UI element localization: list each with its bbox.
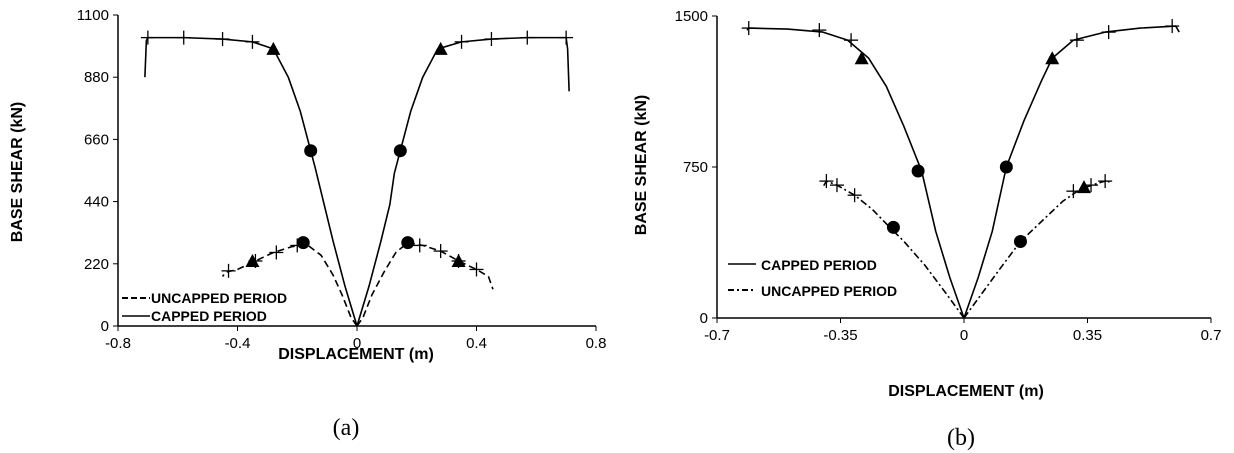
x-tick-label: -0.35 — [823, 327, 857, 344]
uncapped-period-cross-marker — [469, 262, 484, 277]
uncapped-period-circle-marker — [886, 220, 900, 234]
capped-period-triangle-marker — [433, 41, 448, 55]
capped-period-cross-marker — [1101, 25, 1116, 40]
chart-b-legend-uncapped: UNCAPPED PERIOD — [761, 283, 897, 299]
chart-a-series — [140, 30, 574, 327]
capped-period-cross-marker — [484, 32, 499, 47]
capped-period-line-left — [144, 36, 358, 327]
y-tick-label: 1500 — [675, 8, 708, 25]
capped-period-cross-marker — [520, 30, 535, 45]
y-tick-label: 660 — [84, 131, 109, 148]
chart-a-legend: UNCAPPED PERIOD CAPPED PERIOD — [122, 290, 287, 324]
uncapped-period-cross-marker — [1098, 174, 1113, 189]
uncapped-period-cross-marker — [269, 245, 284, 260]
chart-b-x-axis-label: DISPLACEMENT (m) — [888, 383, 1044, 400]
x-tick-label: 0 — [353, 335, 361, 352]
x-tick-label: -0.7 — [704, 327, 730, 344]
capped-period-cross-marker — [844, 33, 859, 48]
capped-period-triangle-marker — [1045, 51, 1060, 65]
uncapped-period-cross-marker — [819, 174, 834, 189]
x-tick-label: 0 — [960, 327, 968, 344]
capped-period-line-left — [746, 27, 965, 319]
capped-period-cross-marker — [245, 34, 260, 49]
y-tick-label: 0 — [700, 310, 708, 327]
uncapped-period-circle-marker — [401, 236, 415, 250]
capped-period-circle-marker — [911, 164, 925, 178]
capped-period-line-right — [963, 25, 1180, 319]
y-tick-label: 880 — [84, 69, 109, 86]
chart-a-legend-capped: CAPPED PERIOD — [151, 308, 267, 324]
chart-b: -0.7 -0.35 0 0.35 0.7 0 750 1500 DISPLACEMENT (… — [633, 8, 1221, 451]
chart-a-caption: (a) — [333, 415, 360, 441]
chart-b-legend: CAPPED PERIOD UNCAPPED PERIOD — [728, 257, 897, 299]
capped-period-cross-marker — [215, 32, 230, 47]
x-tick-label: 0.7 — [1201, 327, 1222, 344]
x-tick-label: 0.8 — [586, 335, 607, 352]
uncapped-period-cross-marker — [221, 263, 236, 278]
y-tick-label: 220 — [84, 256, 109, 273]
capped-period-cross-marker — [1069, 33, 1084, 48]
chart-b-caption: (b) — [947, 425, 975, 451]
capped-period-triangle-marker — [266, 41, 281, 55]
uncapped-period-circle-marker — [1013, 234, 1027, 248]
chart-a-x-axis-label: DISPLACEMENT (m) — [278, 346, 434, 363]
capped-period-triangle-marker — [854, 51, 869, 65]
capped-period-cross-marker — [454, 34, 469, 49]
uncapped-period-triangle-marker — [1076, 180, 1091, 194]
uncapped-period-cross-marker — [412, 238, 427, 253]
chart-a-legend-uncapped: UNCAPPED PERIOD — [151, 290, 287, 306]
capped-period-line-right — [356, 36, 570, 327]
chart-b-legend-capped: CAPPED PERIOD — [761, 257, 877, 273]
uncapped-period-triangle-marker — [245, 253, 260, 267]
uncapped-period-cross-marker — [433, 244, 448, 259]
capped-period-cross-marker — [140, 30, 155, 45]
uncapped-period-line-right — [963, 179, 1110, 319]
capped-period-cross-marker — [559, 30, 574, 45]
x-tick-label: -0.8 — [105, 335, 131, 352]
uncapped-period-cross-marker — [829, 178, 844, 193]
chart-a-y-axis-label: BASE SHEAR (kN) — [9, 102, 26, 242]
capped-period-circle-marker — [393, 144, 407, 158]
chart-b-ticks: -0.7 -0.35 0 0.35 0.7 0 750 1500 — [675, 8, 1222, 344]
capped-period-cross-marker — [1165, 19, 1180, 34]
y-tick-label: 440 — [84, 194, 109, 211]
capped-period-cross-marker — [812, 23, 827, 38]
capped-period-circle-marker — [999, 160, 1013, 174]
x-tick-label: 0.35 — [1073, 327, 1102, 344]
capped-period-cross-marker — [176, 30, 191, 45]
x-tick-label: 0.4 — [466, 335, 487, 352]
uncapped-period-line-left — [822, 180, 965, 319]
capped-period-circle-marker — [304, 144, 318, 158]
y-tick-label: 1100 — [77, 7, 109, 24]
chart-a: -0.8 -0.4 0 0.4 0.8 0 220 440 660 880 1100 DISPLAC… — [9, 7, 606, 441]
chart-b-series — [741, 19, 1180, 319]
uncapped-period-triangle-marker — [451, 253, 466, 267]
capped-period-cross-marker — [741, 21, 756, 36]
y-tick-label: 750 — [683, 159, 708, 176]
y-tick-label: 0 — [101, 318, 109, 335]
chart-b-y-axis-label: BASE SHEAR (kN) — [633, 95, 650, 235]
uncapped-period-cross-marker — [847, 188, 862, 203]
uncapped-period-circle-marker — [296, 236, 310, 250]
chart-a-ticks: -0.8 -0.4 0 0.4 0.8 0 220 440 660 880 1100 — [77, 7, 607, 352]
x-tick-label: -0.4 — [225, 335, 251, 352]
